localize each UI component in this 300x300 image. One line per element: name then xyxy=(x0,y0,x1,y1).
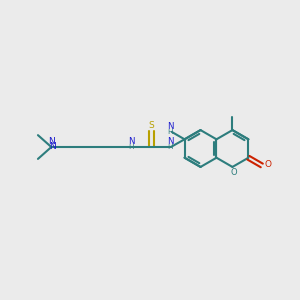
Text: H: H xyxy=(167,144,173,150)
Text: H: H xyxy=(128,144,134,150)
Text: N: N xyxy=(48,137,55,146)
Text: O: O xyxy=(264,160,271,169)
Text: O: O xyxy=(231,168,237,177)
Text: N: N xyxy=(167,122,173,131)
Text: N: N xyxy=(167,137,173,146)
Text: N: N xyxy=(128,137,134,146)
Text: S: S xyxy=(148,121,154,130)
Text: H: H xyxy=(167,129,172,135)
Text: N: N xyxy=(49,142,56,151)
